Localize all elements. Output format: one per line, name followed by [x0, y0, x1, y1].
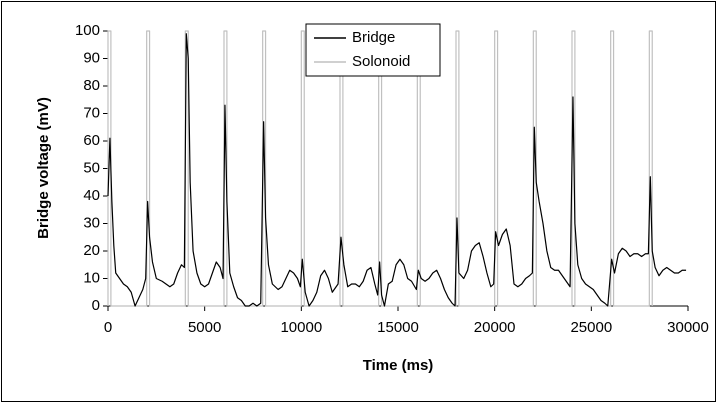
y-tick-label: 90 — [83, 49, 100, 66]
y-tick-label: 10 — [83, 269, 100, 286]
y-axis-label: Bridge voltage (mV) — [35, 97, 52, 239]
y-tick-label: 100 — [75, 22, 100, 39]
x-tick-label: 5000 — [188, 319, 221, 336]
series-line — [107, 33, 687, 307]
x-tick-label: 0 — [104, 319, 112, 336]
x-tick-label: 20000 — [474, 319, 516, 336]
legend-label: Solonoid — [352, 53, 410, 70]
y-tick-label: 0 — [92, 297, 100, 314]
y-tick-label: 60 — [83, 132, 100, 149]
x-axis-label: Time (ms) — [363, 357, 434, 374]
x-tick-label: 25000 — [570, 319, 612, 336]
y-tick-label: 30 — [83, 214, 100, 231]
y-tick-label: 70 — [83, 104, 100, 121]
y-tick-label: 80 — [83, 77, 100, 94]
y-tick-label: 40 — [83, 187, 100, 204]
y-tick-label: 20 — [83, 242, 100, 259]
legend-box — [305, 23, 441, 77]
x-tick-label: 30000 — [667, 319, 709, 336]
legend-label: Bridge — [352, 29, 395, 46]
x-tick-label: 10000 — [280, 319, 322, 336]
x-tick-label: 15000 — [377, 319, 419, 336]
y-tick-label: 50 — [83, 159, 100, 176]
